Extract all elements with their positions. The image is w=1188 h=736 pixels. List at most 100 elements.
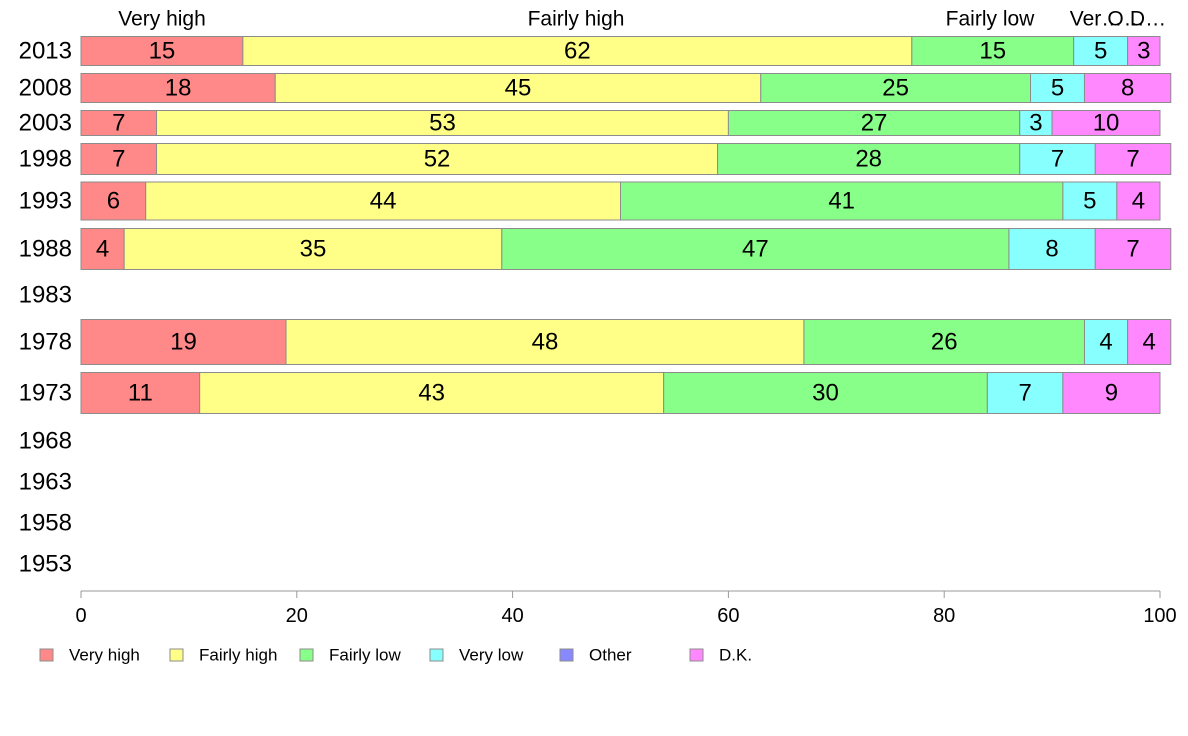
column-header-label: Fairly low [946,8,1036,31]
year-label-1993: 1993 [19,188,72,215]
bar-2003-d-k- [1051,110,1161,136]
x-tick-label: 40 [501,605,523,627]
x-tick-label: 0 [75,605,86,627]
bar-1978-very-low [1083,319,1129,365]
bar-2003-fairly-high [156,110,729,136]
data-label: 5 [1083,188,1096,215]
data-label: 4 [1143,329,1156,356]
bar-1978-very-high [80,319,287,365]
column-header-label: Fairly high [528,8,625,31]
data-label: 45 [505,75,532,102]
bar-2013-very-high [80,36,244,66]
data-label: 7 [112,146,125,173]
bar-2003-very-low [1019,110,1053,136]
data-label: 8 [1121,75,1134,102]
year-label-1953: 1953 [19,551,72,578]
column-header-label: D… [1130,8,1166,31]
legend-label: D.K. [719,646,752,665]
legend-label: Other [589,646,632,665]
bar-1998-very-high [80,143,158,175]
data-label: 4 [96,236,109,263]
data-label: 8 [1045,236,1058,263]
bar-1978-d-k- [1127,319,1172,365]
column-header-label: Very high [118,8,206,31]
data-label: 9 [1105,380,1118,407]
bar-1993-fairly-low [620,181,1064,221]
year-label-2003: 2003 [19,110,72,137]
bar-1993-very-high [80,181,147,221]
bar-1973-very-high [80,372,201,414]
x-tick-label: 20 [286,605,308,627]
x-tick-label: 100 [1143,605,1176,627]
data-label: 5 [1094,38,1107,65]
bar-1993-fairly-high [145,181,622,221]
year-label-1983: 1983 [19,282,72,309]
column-header-label: O… [1107,8,1144,31]
data-label: 25 [882,75,909,102]
bar-1988-d-k- [1094,228,1172,270]
bar-1998-d-k- [1094,143,1172,175]
bar-1988-fairly-high [123,228,503,270]
bar-1973-fairly-low [663,372,988,414]
bar-1993-d-k- [1116,181,1161,221]
year-label-1988: 1988 [19,236,72,263]
bar-2013-fairly-low [911,36,1075,66]
data-label: 10 [1093,110,1120,137]
data-label: 5 [1051,75,1064,102]
legend-swatch [299,648,314,662]
legend-swatch [39,648,54,662]
data-label: 4 [1132,188,1145,215]
year-label-1968: 1968 [19,428,72,455]
bar-2008-very-low [1030,73,1085,103]
bar-2013-d-k- [1127,36,1161,66]
bars-layer: 15 62 15 5 318 45 25 5 87 53 27 3 107 52 28 7 76 44 41 5 44 3… [80,36,1172,414]
data-label: 7 [112,110,125,137]
data-label: 43 [418,380,445,407]
data-label: 6 [107,188,120,215]
data-label: 11 [128,380,153,407]
data-label: 27 [861,110,888,137]
data-label: 35 [300,236,327,263]
data-label: 52 [424,146,451,173]
data-label: 4 [1099,329,1112,356]
legend-swatch [689,648,704,662]
bar-1973-d-k- [1062,372,1161,414]
year-label-1963: 1963 [19,469,72,496]
data-label: 18 [165,75,192,102]
x-tick-label: 60 [717,605,739,627]
legend: Very high Fairly high Fairly low Very low Ot… [39,646,752,665]
year-label-1998: 1998 [19,146,72,173]
data-label: 3 [1137,38,1150,65]
x-axis: 0 20 40 60 80 100 [75,590,1177,627]
legend-label: Fairly high [199,646,277,665]
data-label: 7 [1051,146,1064,173]
legend-label: Very low [459,646,524,665]
bar-1998-very-low [1019,143,1096,175]
bar-1973-very-low [986,372,1064,414]
data-label: 28 [855,146,882,173]
data-label: 53 [429,110,456,137]
bar-2008-fairly-low [760,73,1032,103]
year-labels: 2013 2008 2003 1998 1993 1988 1983 1978 1973 1968… [19,38,72,578]
bar-2008-fairly-high [274,73,762,103]
year-label-1973: 1973 [19,380,72,407]
year-label-2013: 2013 [19,38,72,65]
legend-swatch [559,648,574,662]
column-header-labels: Very high Fairly high Fairly low Ver…O…D… [118,8,1166,31]
bar-1973-fairly-high [199,372,665,414]
data-label: 62 [564,38,591,65]
bar-1998-fairly-high [156,143,719,175]
data-label: 7 [1126,236,1139,263]
data-label: 47 [742,236,769,263]
data-label: 15 [979,38,1006,65]
legend-swatch [169,648,184,662]
bar-2013-fairly-high [242,36,913,66]
data-label: 26 [931,329,958,356]
x-tick-label: 80 [933,605,955,627]
data-label: 44 [370,188,397,215]
bar-2008-very-high [80,73,276,103]
legend-label: Fairly low [329,646,402,665]
data-label: 19 [170,329,197,356]
year-label-1958: 1958 [19,510,72,537]
